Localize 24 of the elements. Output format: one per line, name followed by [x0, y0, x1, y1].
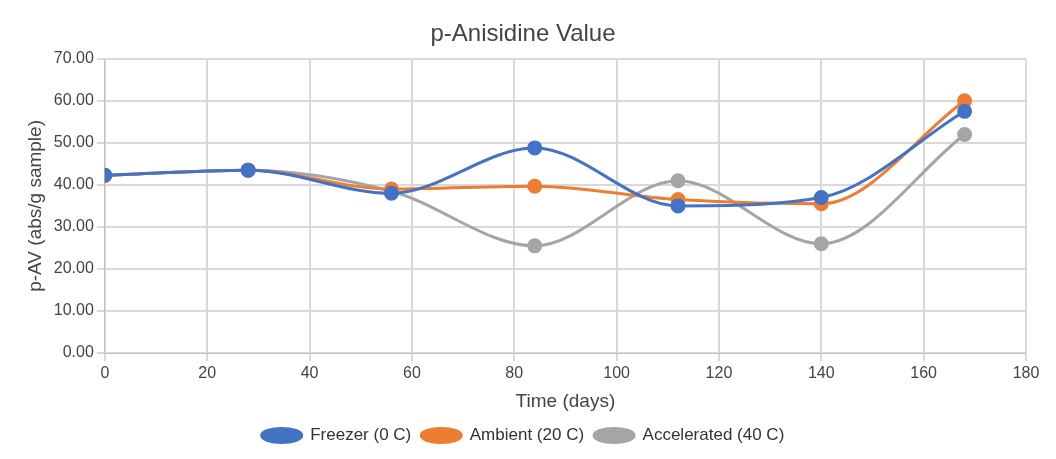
y-tick-label: 60.00 — [53, 91, 94, 109]
y-tick-label: 70.00 — [53, 49, 94, 67]
x-axis-title: Time (days) — [515, 389, 616, 411]
x-tick-label: 100 — [603, 364, 631, 382]
x-tick-label: 20 — [198, 364, 217, 382]
x-tick-label: 40 — [300, 364, 319, 382]
x-tick-label: 140 — [807, 364, 835, 382]
y-tick-label: 30.00 — [53, 217, 94, 235]
y-tick-label: 50.00 — [53, 133, 94, 151]
x-tick-label: 0 — [100, 364, 110, 382]
y-tick-label: 20.00 — [53, 259, 94, 277]
x-tick-label: 120 — [705, 364, 733, 382]
x-tick-label: 180 — [1012, 364, 1040, 382]
x-tick-label: 80 — [505, 364, 524, 382]
y-tick-label: 40.00 — [53, 175, 94, 193]
x-tick-label: 60 — [402, 364, 421, 382]
x-tick-label: 160 — [910, 364, 938, 382]
y-tick-label: 10.00 — [53, 301, 94, 319]
legend-label: Freezer (0 C) — [310, 425, 412, 445]
y-tick-label: 0.00 — [62, 343, 94, 361]
legend-label: Accelerated (40 C) — [642, 425, 785, 445]
y-axis-title: p-AV (abs/g sample) — [23, 120, 45, 292]
chart-title: p-Anisidine Value — [430, 19, 616, 47]
legend-label: Ambient (20 C) — [469, 425, 585, 445]
